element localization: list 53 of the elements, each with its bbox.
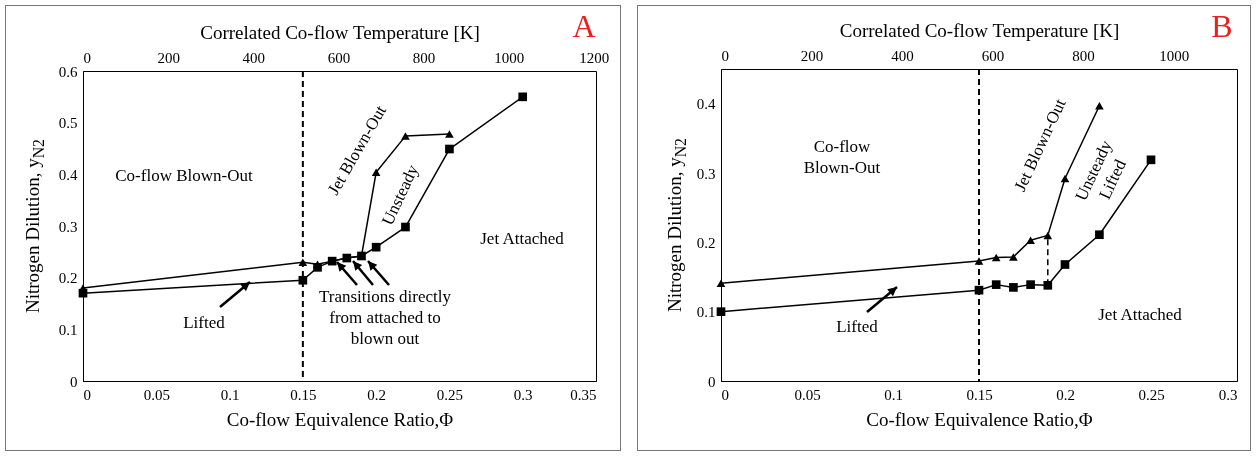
- annotation: Lifted: [836, 315, 878, 337]
- x-tick-label: 0.3: [1218, 386, 1238, 403]
- x2-tick-label: 600: [327, 49, 351, 66]
- x-tick-label: 0.25: [436, 386, 464, 403]
- x2-tick-label: 800: [1072, 47, 1095, 64]
- x-axis-title: Co-flow Equivalence Ratio,Φ: [226, 408, 454, 430]
- x2-tick-label: 1000: [494, 49, 525, 66]
- y-tick-label: 0: [70, 373, 78, 390]
- x2-axis-title: Correlated Co-flow Temperature [K]: [839, 19, 1120, 41]
- x-tick-label: 0: [721, 386, 729, 403]
- y-tick-label: 0.2: [58, 270, 78, 287]
- annotation: Co-flow Blown-Out: [802, 136, 882, 178]
- y-tick-label: 0.5: [58, 115, 78, 132]
- x-tick-label: 0.2: [367, 386, 387, 403]
- x-tick-label: 0.3: [513, 386, 533, 403]
- x2-tick-label: 1000: [1159, 47, 1190, 64]
- x2-tick-label: 200: [800, 47, 824, 64]
- y-tick-label: 0.1: [58, 321, 78, 338]
- x-tick-label: 0.2: [1056, 386, 1075, 403]
- x-tick-label: 0: [83, 386, 91, 403]
- x2-tick-label: 600: [981, 47, 1005, 64]
- x-tick-label: 0.05: [794, 386, 821, 403]
- x-tick-label: 0.05: [143, 386, 170, 403]
- chart-title: B: [1211, 7, 1233, 45]
- y-tick-label: 0.1: [696, 304, 716, 321]
- y-tick-label: 0.2: [696, 234, 716, 251]
- x-tick-label: 0.15: [290, 386, 317, 403]
- x-tick-label: 0.35: [570, 386, 597, 403]
- x2-tick-label: 800: [412, 49, 436, 66]
- x-tick-label: 0.1: [884, 386, 903, 403]
- x-tick-label: 0.1: [220, 386, 240, 403]
- y-tick-label: 0.3: [58, 218, 78, 235]
- chart-title: A: [572, 7, 596, 45]
- x2-axis-title: Correlated Co-flow Temperature [K]: [200, 21, 480, 43]
- x2-tick-label: 200: [157, 49, 180, 66]
- annotation: Jet Attached: [480, 227, 564, 249]
- x-axis-title: Co-flow Equivalence Ratio,Φ: [866, 408, 1093, 430]
- annotation: Transitions directly from attached to blown out: [317, 285, 453, 349]
- y-tick-label: 0.4: [696, 96, 716, 113]
- x-tick-label: 0.25: [1138, 386, 1165, 403]
- annotation: Co-flow Blown-Out: [114, 164, 254, 186]
- y-tick-label: 0.3: [696, 165, 716, 182]
- x-tick-label: 0.15: [966, 386, 993, 403]
- x2-tick-label: 400: [242, 49, 266, 66]
- x2-tick-label: 400: [891, 47, 914, 64]
- x2-tick-label: 1200: [579, 49, 610, 66]
- y-tick-label: 0.6: [58, 63, 78, 80]
- annotation: Jet Attached: [1098, 303, 1182, 325]
- x2-tick-label: 0: [721, 47, 729, 64]
- annotation: Lifted: [183, 311, 225, 333]
- y-tick-label: 0: [708, 373, 716, 390]
- x2-tick-label: 0: [83, 49, 91, 66]
- y-tick-label: 0.4: [58, 166, 78, 183]
